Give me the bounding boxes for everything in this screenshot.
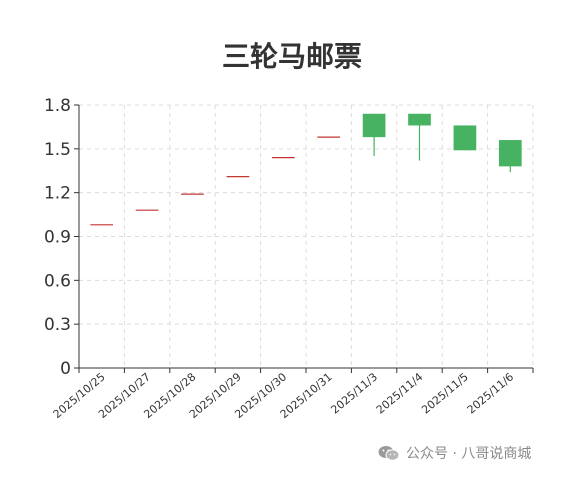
y-tick-label: 0.3 (44, 315, 71, 335)
x-tick-label: 2025/11/3 (328, 370, 380, 416)
candle (453, 125, 477, 151)
y-tick-label: 1.5 (44, 140, 71, 160)
watermark-text: 公众号 · 八哥说商城 (406, 446, 532, 462)
candle-body (408, 113, 431, 126)
grid (79, 104, 534, 368)
x-tick-label: 2025/11/6 (465, 370, 517, 416)
y-tick-label: 0.9 (44, 228, 71, 248)
y-tick-label: 1.8 (44, 96, 71, 116)
x-tick-label: 2025/11/4 (374, 370, 426, 416)
candle-body (362, 113, 386, 138)
x-tick-label: 2025/11/5 (419, 370, 471, 416)
chart-title: 三轮马邮票 (222, 40, 362, 73)
y-tick-label: 0 (60, 359, 71, 379)
candle-body (498, 140, 522, 167)
candle (498, 140, 522, 173)
watermark: 公众号 · 八哥说商城 (378, 443, 531, 463)
wechat-icon (378, 446, 400, 461)
candle (362, 113, 386, 157)
y-tick-label: 1.2 (44, 184, 71, 204)
candle-body (453, 125, 477, 151)
candle (408, 113, 431, 161)
y-tick-label: 0.6 (44, 271, 71, 291)
candles (90, 113, 522, 226)
